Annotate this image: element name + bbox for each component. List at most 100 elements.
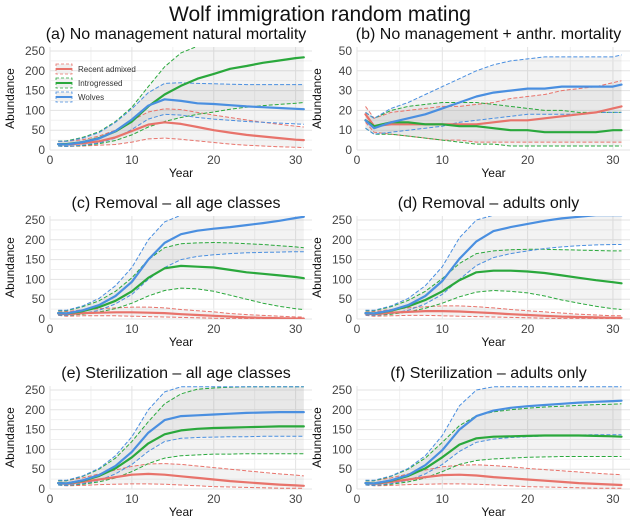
x-tick-label: 10: [125, 153, 139, 167]
confidence-band: [365, 80, 622, 143]
x-tick-label: 0: [354, 153, 361, 167]
x-tick-label: 10: [125, 492, 139, 506]
x-axis-title: Year: [481, 335, 505, 349]
plot-area: [357, 216, 630, 319]
panel-title: (c) Removal – all age classes: [72, 195, 281, 212]
series-upper-bound: [58, 47, 197, 142]
y-tick-label: 100: [332, 272, 352, 286]
y-axis-title: Abundance: [3, 68, 17, 129]
x-tick-label: 20: [521, 322, 535, 336]
series-line-wolves: [57, 411, 305, 485]
plot-content: [364, 386, 623, 489]
series-lower-bound: [58, 137, 304, 149]
series-lower-bound: [365, 456, 622, 486]
series-upper-bound: [365, 102, 622, 119]
x-tick-label: 10: [125, 322, 139, 336]
y-tick-label: 50: [32, 292, 46, 306]
x-axis-title: Year: [481, 505, 505, 519]
y-axis-title: Abundance: [310, 237, 324, 298]
x-tick-label: 20: [207, 492, 221, 506]
y-tick-label: 150: [332, 253, 352, 267]
plot-content: [364, 54, 623, 147]
confidence-band: [58, 108, 304, 148]
series-line-recent-admixed: [57, 121, 305, 146]
series-lower-bound: [58, 287, 304, 316]
x-axis-title: Year: [169, 335, 193, 349]
series-upper-bound: [365, 248, 622, 312]
x-tick-label: 20: [521, 153, 535, 167]
y-tick-label: 0: [345, 143, 352, 157]
x-tick-label: 0: [47, 322, 54, 336]
x-tick-label: 0: [47, 153, 54, 167]
y-tick-label: 200: [25, 64, 45, 78]
series-line-introgressed: [57, 264, 305, 315]
y-tick-label: 0: [38, 143, 45, 157]
series-lower-bound: [365, 121, 622, 143]
y-tick-label: 100: [332, 442, 352, 456]
legend-label: Introgressed: [78, 79, 122, 88]
legend-label: Recent admixed: [78, 65, 136, 74]
series-line-recent-admixed: [57, 472, 305, 487]
y-tick-label: 250: [25, 213, 45, 227]
series-lower-bound: [58, 102, 304, 147]
x-tick-label: 0: [354, 492, 361, 506]
x-tick-label: 30: [289, 322, 303, 336]
panel-d: (d) Removal – adults only 0 10 20 30 0 50 100 15…: [310, 195, 630, 349]
confidence-band: [58, 386, 304, 486]
series-line-wolves: [57, 216, 305, 315]
band-upper-bound: [58, 386, 304, 481]
legend-item: Introgressed: [55, 77, 122, 89]
plot-content: [57, 386, 305, 489]
series-lower-bound: [365, 127, 622, 147]
y-tick-label: 250: [25, 383, 45, 397]
y-tick-label: 150: [25, 253, 45, 267]
series-line-wolves: [364, 83, 623, 130]
y-axis-title: Abundance: [3, 237, 17, 298]
panel-title: (e) Sterilization – all age classes: [61, 365, 290, 382]
legend: Recent admixed Introgressed Wolves: [55, 63, 136, 103]
y-tick-label: 250: [332, 213, 352, 227]
y-axis-title: Abundance: [310, 68, 324, 129]
x-axis-title: Year: [169, 505, 193, 519]
y-tick-label: 150: [25, 84, 45, 98]
plot-area: [50, 47, 312, 150]
y-tick-label: 50: [32, 462, 46, 476]
plot-content: [364, 216, 623, 319]
series-upper-bound: [365, 80, 622, 119]
confidence-band: [58, 216, 304, 316]
panel-f: (f) Sterilization – adults only 0 10 20 30 0 5…: [310, 365, 630, 519]
series-line-recent-admixed: [364, 105, 623, 128]
panel-e: (e) Sterilization – all age classes 0 10 20…: [3, 365, 312, 519]
plot-content: [57, 216, 305, 319]
y-tick-label: 150: [332, 423, 352, 437]
confidence-band: [58, 47, 304, 147]
y-tick-label: 250: [25, 44, 45, 58]
y-tick-label: 30: [339, 84, 353, 98]
x-tick-label: 30: [606, 153, 620, 167]
x-tick-label: 20: [207, 322, 221, 336]
y-tick-label: 50: [339, 462, 353, 476]
x-axis-title: Year: [169, 166, 193, 180]
x-tick-label: 0: [47, 492, 54, 506]
panel-b: (b) No management + anthr. mortality 0 10 2…: [310, 26, 630, 180]
x-tick-label: 10: [436, 492, 450, 506]
panel-c: (c) Removal – all age classes 0 10 20 30 0 50 1…: [3, 195, 312, 349]
series-upper-bound: [58, 82, 304, 142]
series-lower-bound: [365, 314, 622, 319]
x-tick-label: 0: [354, 322, 361, 336]
y-tick-label: 200: [25, 403, 45, 417]
x-tick-label: 20: [207, 153, 221, 167]
figure-title: Wolf immigration random mating: [169, 3, 471, 26]
y-tick-label: 10: [339, 123, 353, 137]
series-lower-bound: [58, 314, 304, 319]
legend-label: Wolves: [78, 93, 104, 102]
y-tick-label: 50: [339, 44, 353, 58]
series-upper-bound: [58, 463, 304, 482]
series-line-wolves: [364, 399, 623, 485]
series-line-recent-admixed: [364, 473, 623, 487]
series-lower-bound: [58, 113, 304, 147]
confidence-band: [58, 82, 304, 147]
x-tick-label: 20: [521, 492, 535, 506]
y-tick-label: 150: [25, 423, 45, 437]
series-lower-bound: [58, 483, 304, 489]
